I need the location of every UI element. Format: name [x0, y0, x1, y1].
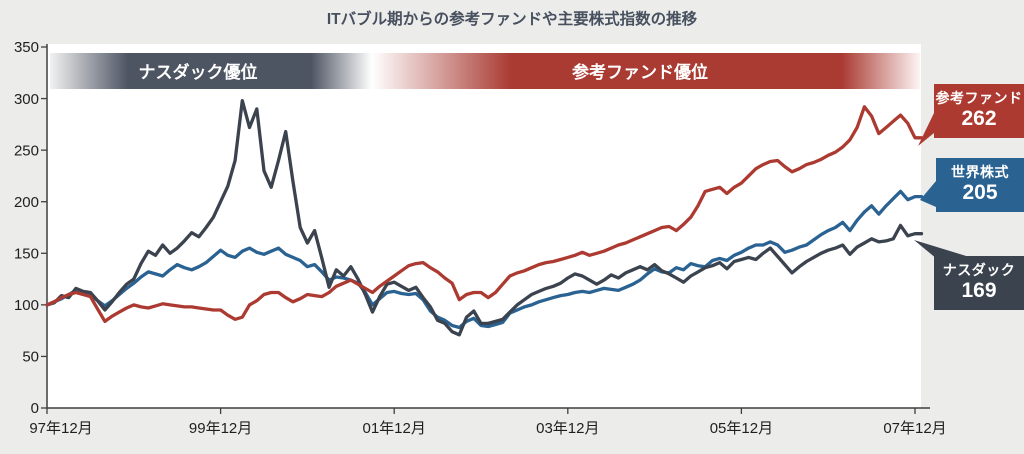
- y-tick-label: 200: [14, 194, 39, 211]
- callout-tail-fund: [918, 113, 934, 146]
- banner-label-nasdaq-dominant: ナスダック優位: [139, 62, 258, 82]
- legend-value-fund: 262: [961, 107, 997, 131]
- legend-value-nasdaq: 169: [961, 279, 997, 303]
- x-tick-label: 97年12月: [29, 420, 92, 437]
- legend-value-world: 205: [962, 181, 998, 205]
- legend-callout-nasdaq: ナスダック 169: [934, 256, 1024, 311]
- x-tick-label: 99年12月: [189, 420, 252, 437]
- callout-tail-nasdaq: [914, 240, 976, 259]
- x-tick-label: 03年12月: [536, 420, 599, 437]
- series-lines: [45, 98, 924, 337]
- legend-label-world: 世界株式: [951, 164, 1009, 180]
- x-axis-ticks: 97年12月 99年12月 01年12月 03年12月 05年12月 07年12月: [29, 408, 947, 437]
- legend-label-fund: 参考ファンド: [935, 90, 1023, 106]
- y-tick-label: 100: [14, 297, 39, 314]
- dominance-banner: [50, 53, 920, 89]
- legend-callout-world: 世界株式 205: [936, 158, 1024, 213]
- y-tick-label: 300: [14, 91, 39, 108]
- banner-label-fund-dominant: 参考ファンド優位: [572, 62, 708, 82]
- page-title: ITバブル期からの参考ファンドや主要株式指数の推移: [326, 11, 698, 28]
- y-tick-label: 50: [22, 349, 39, 366]
- series-line-nasdaq: [45, 98, 924, 337]
- y-axis-ticks: 0 50 100 150 200 250 300 350: [14, 39, 47, 417]
- x-tick-label: 07年12月: [883, 420, 946, 437]
- x-tick-label: 01年12月: [363, 420, 426, 437]
- callout-tail-world: [920, 181, 936, 207]
- plot-area: [47, 44, 921, 408]
- series-line-world: [45, 189, 924, 330]
- y-tick-label: 0: [31, 400, 39, 417]
- x-tick-label: 05年12月: [710, 420, 773, 437]
- legend-callout-fund: 参考ファンド 262: [934, 84, 1024, 139]
- y-tick-label: 350: [14, 39, 39, 56]
- legend-label-nasdaq: ナスダック: [942, 262, 1016, 278]
- y-tick-label: 250: [14, 142, 39, 159]
- series-line-fund: [45, 105, 924, 324]
- y-tick-label: 150: [14, 245, 39, 262]
